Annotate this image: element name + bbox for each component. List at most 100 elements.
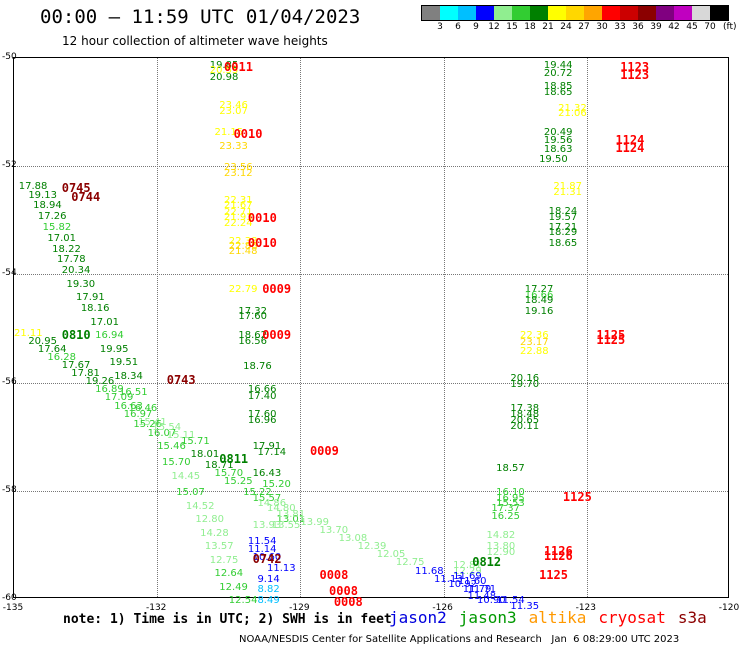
pass-time-label: 1125 bbox=[539, 568, 568, 583]
pass-time-label: 0811 bbox=[219, 451, 249, 466]
wave-height-value: 21.67 bbox=[224, 200, 253, 212]
wave-height-value: 18.49 bbox=[524, 295, 554, 307]
color-swatch bbox=[674, 6, 692, 20]
wave-height-value: 19.85 bbox=[209, 59, 239, 71]
wave-height-value: 18.24 bbox=[548, 205, 578, 217]
wave-height-value: 20.49 bbox=[543, 127, 573, 139]
wave-height-value: 15.53 bbox=[496, 497, 525, 509]
wave-height-value: 11.14 bbox=[247, 543, 277, 555]
wave-height-value: 11.68 bbox=[414, 565, 444, 577]
grid-line-vertical bbox=[443, 58, 445, 597]
wave-height-value: 18.63 bbox=[543, 143, 573, 155]
wave-height-value: 13.57 bbox=[204, 541, 234, 553]
pass-time-label: 0010 bbox=[247, 235, 277, 250]
color-scale-label: 27 bbox=[578, 22, 590, 32]
wave-height-value: 15.22 bbox=[243, 487, 272, 499]
color-scale-label: 3 bbox=[437, 22, 443, 32]
wave-height-value: 16.94 bbox=[95, 330, 124, 342]
wave-height-value: 11.69 bbox=[453, 570, 482, 582]
page-subtitle: 12 hour collection of altimeter wave hei… bbox=[62, 34, 328, 48]
pass-time-label: 0009 bbox=[309, 443, 339, 458]
wave-height-value: 17.60 bbox=[238, 311, 267, 323]
wave-height-value: 19.57 bbox=[548, 212, 578, 224]
pass-time-label: 0008 bbox=[333, 595, 363, 610]
pass-time-label: 0009 bbox=[262, 327, 292, 342]
legend-entry-cryosat: cryosat bbox=[598, 608, 666, 627]
wave-height-value: 19.44 bbox=[543, 59, 573, 71]
pass-time-label: 0743 bbox=[166, 373, 196, 388]
wave-height-value: 19.95 bbox=[99, 343, 129, 355]
legend-entry-s3a: s3a bbox=[677, 608, 707, 627]
wave-height-value: 12.29 bbox=[453, 565, 482, 577]
pass-time-label: 0011 bbox=[224, 59, 253, 74]
wave-height-value: 20.72 bbox=[543, 67, 573, 79]
wave-height-value: 13.99 bbox=[300, 516, 330, 528]
wave-height-value: 22.38 bbox=[228, 235, 258, 247]
wave-height-value: 17.38 bbox=[510, 403, 540, 415]
pass-time-label: 1123 bbox=[620, 67, 650, 82]
wave-height-value: 13.70 bbox=[319, 524, 349, 536]
wave-height-value: 19.70 bbox=[510, 378, 540, 390]
wave-height-value: 19.16 bbox=[524, 305, 554, 317]
color-swatch bbox=[476, 6, 494, 20]
color-scale-label: 12 bbox=[488, 22, 500, 32]
wave-height-value: 14.82 bbox=[486, 530, 516, 542]
wave-height-value: 21.32 bbox=[558, 102, 587, 114]
wave-height-value: 15.07 bbox=[176, 487, 205, 499]
wave-height-value: 18.65 bbox=[543, 86, 573, 98]
wave-height-value: 10.92 bbox=[448, 579, 477, 591]
wave-height-value: 11.35 bbox=[510, 600, 540, 612]
color-scale-label: 15 bbox=[506, 22, 518, 32]
footer-note: note: 1) Time is in UTC; 2) SWH is in fe… bbox=[63, 612, 392, 627]
wave-height-value: 20.11 bbox=[510, 420, 540, 432]
pass-time-label: 1125 bbox=[596, 332, 626, 347]
wave-height-value: 11.48 bbox=[467, 590, 497, 602]
wave-height-value: 14.45 bbox=[171, 470, 201, 482]
wave-height-value: 20.34 bbox=[61, 265, 91, 277]
color-swatch bbox=[692, 6, 710, 20]
color-swatch bbox=[710, 6, 728, 20]
wave-height-value: 11.60 bbox=[457, 576, 487, 588]
wave-height-value: 15.82 bbox=[42, 222, 72, 233]
wave-height-value: 19.30 bbox=[66, 278, 96, 290]
wave-height-value: 15.54 bbox=[152, 422, 182, 434]
longitude-label: -126 bbox=[432, 603, 453, 613]
color-scale-label: 36 bbox=[632, 22, 644, 32]
wave-height-value: 17.64 bbox=[37, 343, 67, 355]
wave-height-value: 12.90 bbox=[486, 546, 516, 558]
wave-height-value: 18.34 bbox=[114, 370, 143, 382]
color-swatch bbox=[602, 6, 620, 20]
color-scale-label: 18 bbox=[524, 22, 536, 32]
wave-height-value: 20.16 bbox=[510, 373, 540, 385]
wave-height-value: 11.54 bbox=[496, 595, 525, 607]
pass-time-label: 1123 bbox=[620, 59, 650, 74]
wave-height-value: 20.98 bbox=[209, 72, 239, 84]
latitude-label: -52 bbox=[2, 160, 17, 171]
wave-height-value: 9.14 bbox=[257, 573, 280, 585]
longitude-label: -129 bbox=[289, 603, 310, 613]
color-swatch bbox=[656, 6, 674, 20]
wave-height-value: 10.60 bbox=[252, 552, 282, 563]
wave-height-value: 20.65 bbox=[510, 415, 540, 427]
pass-time-label: 0812 bbox=[472, 554, 502, 569]
wave-height-value: 16.10 bbox=[496, 487, 525, 499]
wave-height-value: 21.31 bbox=[553, 186, 583, 198]
color-swatch bbox=[530, 6, 548, 20]
longitude-label: -132 bbox=[145, 603, 167, 613]
wave-height-value: 17.21 bbox=[548, 222, 578, 233]
color-scale-label: 9 bbox=[473, 22, 479, 32]
wave-height-value: 14.80 bbox=[266, 503, 296, 515]
wave-height-value: 21.15 bbox=[214, 127, 244, 139]
wave-height-value: 18.71 bbox=[204, 460, 234, 472]
wave-height-value: 22.71 bbox=[224, 206, 253, 218]
wave-height-value: 22.88 bbox=[519, 346, 549, 358]
wave-height-value: 19.50 bbox=[539, 154, 568, 166]
color-scale-label: 45 bbox=[686, 22, 698, 32]
wave-height-value: 15.20 bbox=[262, 478, 291, 490]
wave-height-value: 17.81 bbox=[71, 368, 100, 380]
wave-height-value: 15.70 bbox=[161, 457, 191, 469]
legend-entry-jason2: jason2 bbox=[389, 608, 447, 627]
color-scale-label: 21 bbox=[542, 22, 554, 32]
wave-height-value: 13.93 bbox=[252, 519, 282, 531]
wave-height-value: 17.88 bbox=[18, 181, 48, 193]
